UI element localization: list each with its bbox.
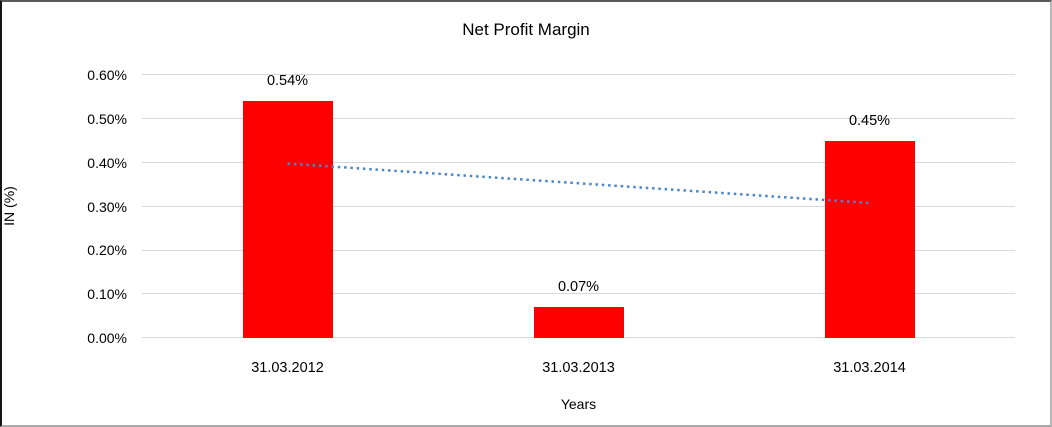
gridline — [142, 118, 1015, 120]
x-axis-title: Years — [560, 396, 597, 412]
y-tick-label: 0.00% — [87, 330, 127, 346]
x-tick-label: 31.03.2012 — [251, 360, 324, 376]
trendline — [287, 162, 870, 205]
y-tick-label: 0.50% — [87, 110, 127, 127]
gridline — [142, 249, 1015, 251]
y-tick-label: 0.10% — [87, 286, 127, 303]
gridline — [142, 205, 1015, 207]
bar-31.03.2013 — [533, 307, 624, 338]
bar-31.03.2012 — [242, 101, 333, 338]
chart-title: Net Profit Margin — [462, 20, 590, 39]
y-tick-label: 0.30% — [87, 198, 127, 215]
x-tick-label: 31.03.2014 — [833, 360, 906, 376]
gridline — [142, 74, 1015, 76]
y-tick-label: 0.40% — [87, 154, 127, 171]
gridline — [142, 293, 1015, 295]
bar-31.03.2014 — [824, 140, 915, 338]
trendline-path — [287, 162, 870, 205]
bar-value-label: 0.07% — [557, 279, 600, 296]
x-tick-label: 31.03.2013 — [542, 360, 615, 376]
gridline — [142, 161, 1015, 163]
y-tick-label: 0.20% — [87, 242, 127, 259]
y-tick-label: 0.60% — [87, 67, 127, 83]
bar-value-label: 0.54% — [266, 73, 309, 90]
bar-value-label: 0.45% — [848, 112, 891, 129]
